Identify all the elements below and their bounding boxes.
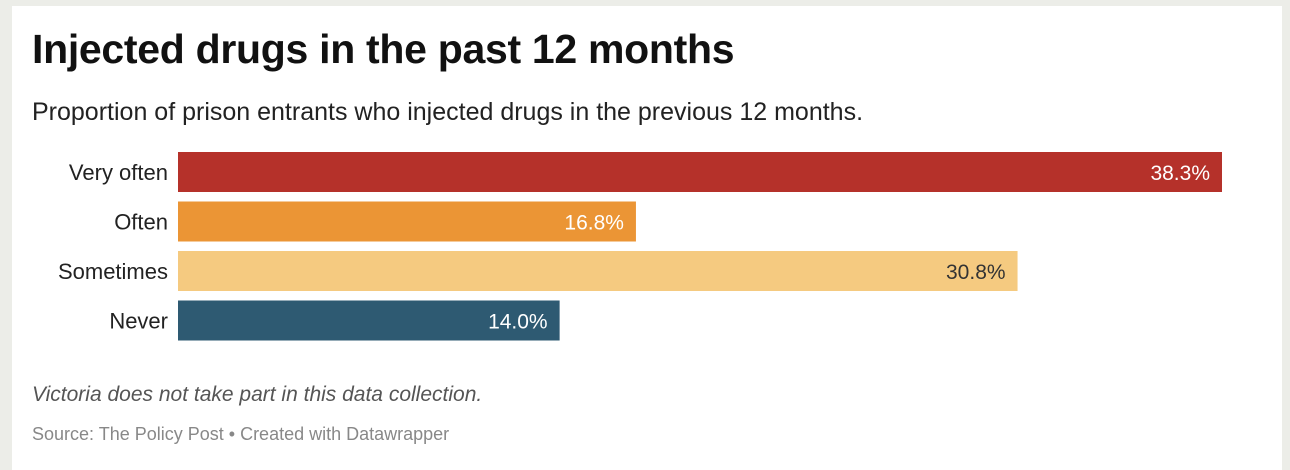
bar — [178, 300, 560, 341]
category-label: Never — [109, 309, 168, 334]
category-label: Sometimes — [58, 259, 168, 284]
value-label: 16.8% — [564, 212, 624, 235]
chart-source: Source: The Policy Post • Created with D… — [32, 424, 450, 444]
bar-chart: Very often 38.3% Often 16.8% Sometimes 30.8% N… — [58, 152, 1222, 341]
chart-subtitle: Proportion of prison entrants who inject… — [32, 98, 864, 126]
value-label: 30.8% — [946, 261, 1006, 284]
chart-note: Victoria does not take part in this data… — [32, 383, 483, 406]
category-label: Often — [114, 210, 168, 235]
value-label: 38.3% — [1150, 162, 1210, 185]
bar — [178, 152, 1222, 192]
chart-title: Injected drugs in the past 12 months — [32, 26, 735, 72]
bar — [178, 201, 636, 242]
chart-card: Injected drugs in the past 12 months Pro… — [12, 6, 1282, 470]
value-label: 14.0% — [488, 311, 548, 334]
category-label: Very often — [69, 160, 168, 185]
bar — [178, 251, 1018, 291]
